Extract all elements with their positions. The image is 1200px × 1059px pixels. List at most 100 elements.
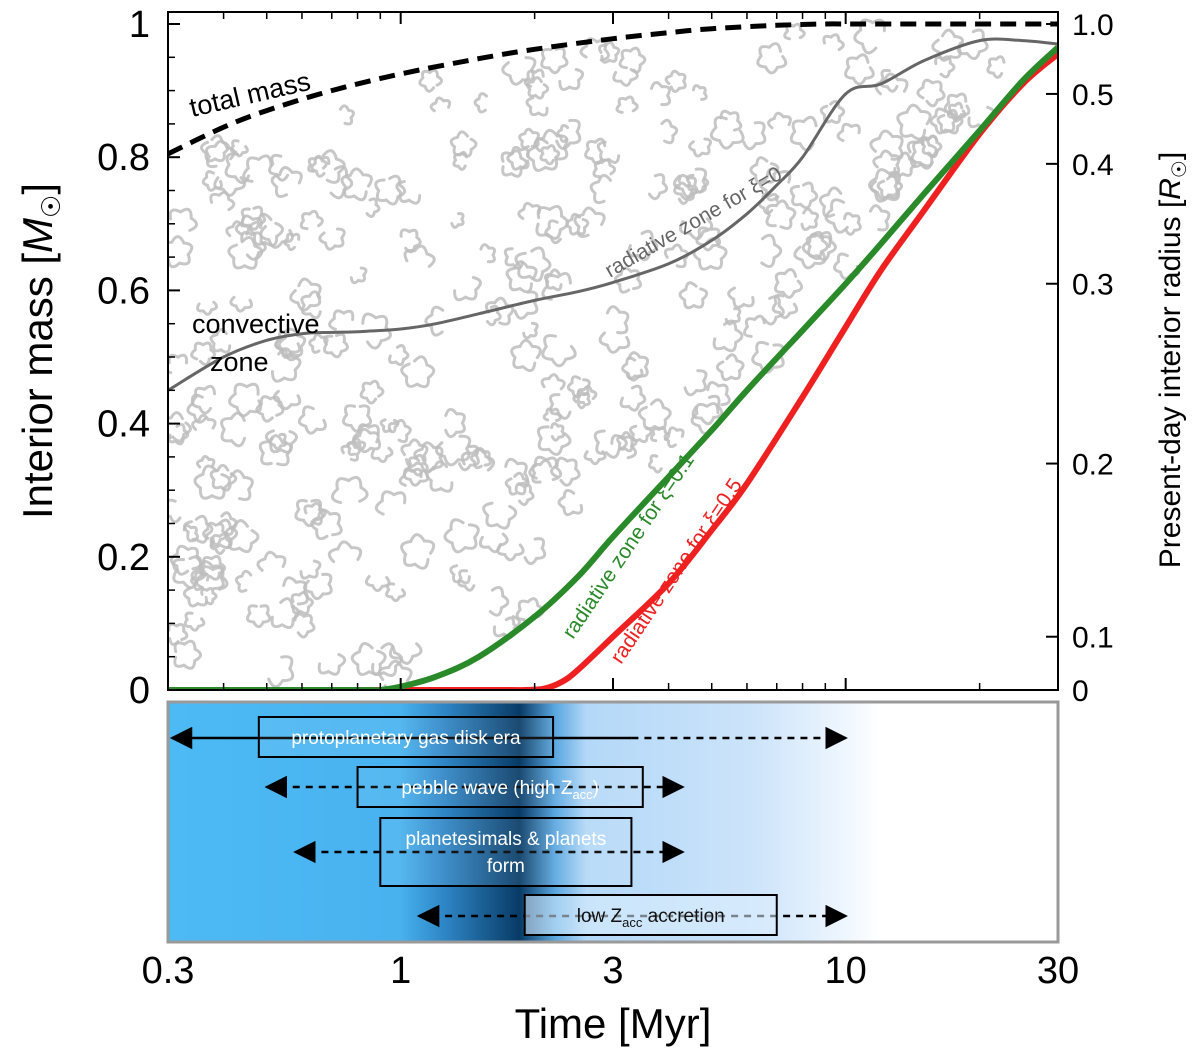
hatch-squiggle: [853, 18, 886, 55]
hatch-squiggle: [182, 586, 208, 608]
hatch-squiggle: [715, 353, 745, 382]
axis-ticks: 0.3 1 3 10 3000.20.40.60.8100.10.20.30.40.51…: [97, 4, 1114, 992]
hatch-squiggle: [566, 375, 591, 399]
hatch-squiggle: [549, 393, 572, 420]
y2-tick-label: 0: [1072, 675, 1089, 708]
hatch-squiggle: [535, 204, 570, 240]
hatch-squiggle: [425, 460, 454, 493]
hatch-squiggle: [540, 46, 569, 75]
hatch-squiggle: [758, 167, 792, 202]
timeline-panel: protoplanetary gas disk era pebble wave (…: [166, 700, 1060, 944]
hatch-squiggle: [268, 153, 290, 182]
timeline-frame: [166, 700, 1060, 944]
label-xi01: radiative zone for ξ=0.1: [558, 449, 699, 642]
hatch-squiggle: [555, 118, 582, 151]
hatch-squiggle: [424, 305, 445, 337]
hatch-squiggle: [359, 379, 385, 405]
hatch-squiggle: [916, 78, 946, 108]
hatch-squiggle: [504, 457, 529, 486]
y-tick-label: 0.6: [97, 270, 150, 312]
hatch-squiggle: [209, 463, 238, 492]
hatch-squiggle: [576, 385, 598, 404]
timeline-label: low Zacc accretion: [577, 906, 725, 930]
hatch-squiggle: [255, 395, 285, 423]
hatch-squiggle: [229, 469, 254, 502]
hatch-squiggle: [496, 543, 525, 562]
y-tick-label: 0: [129, 670, 150, 712]
hatch-squiggle: [683, 369, 708, 397]
hatch-squiggle: [388, 344, 410, 367]
hatch-squiggle: [506, 146, 530, 171]
hatch-squiggle: [228, 382, 263, 418]
hatch-squiggle: [349, 266, 368, 285]
y2-axis-title: Present-day interior radius [R☉]: [1154, 152, 1191, 568]
timeline-row: planetesimals & planets form: [293, 817, 685, 887]
hatch-squiggle: [168, 622, 189, 646]
hatch-squiggle: [936, 108, 964, 135]
hatch-squiggle: [647, 173, 669, 201]
hatch-squiggle: [946, 101, 967, 123]
hatch-squiggle: [676, 181, 695, 205]
timeline-label: form: [487, 856, 525, 877]
hatch-squiggle: [550, 456, 581, 487]
y-tick-label: 0.4: [97, 404, 150, 446]
hatch-squiggle: [488, 585, 510, 617]
hatch-squiggle: [444, 407, 466, 439]
hatch-squiggle: [199, 134, 230, 163]
hatch-squiggle: [773, 268, 804, 299]
hatch-squiggle: [822, 33, 845, 51]
hatch-squiggle: [663, 243, 690, 269]
x-tick-label: 1: [390, 950, 411, 992]
hatch-squiggle: [526, 76, 550, 100]
hatch-squiggle: [402, 468, 430, 487]
hatch-squiggle: [209, 328, 232, 354]
hatch-squiggle: [484, 296, 515, 326]
y2-tick-label: 0.5: [1072, 79, 1114, 112]
hatch-squiggle: [663, 426, 685, 449]
hatch-squiggle: [350, 642, 387, 676]
hatch-squiggle: [329, 165, 354, 200]
hatch-squiggle: [234, 214, 263, 236]
hatch-squiggle: [893, 151, 917, 178]
hatch-squiggle: [629, 424, 653, 444]
hatch-squiggle: [541, 271, 572, 301]
hatch-squiggle: [478, 532, 509, 554]
hatch-squiggle: [256, 550, 287, 572]
hatch-squiggle: [579, 37, 610, 62]
hatch-squiggle: [377, 659, 413, 690]
hatch-squiggle: [525, 96, 549, 117]
hatch-squiggle: [277, 327, 300, 362]
hatch-squiggle: [618, 46, 647, 74]
hatch-squiggle: [168, 411, 192, 443]
hatch-squiggle: [504, 471, 530, 496]
hatch-squiggle: [229, 139, 249, 158]
hatch-squiggle: [921, 134, 939, 158]
hatch-squiggle: [510, 338, 542, 373]
hatch-squiggle: [660, 118, 679, 145]
hatch-squiggle: [267, 655, 295, 689]
hatch-squiggle: [270, 166, 303, 198]
hatch-squiggle: [289, 277, 322, 312]
hatch-squiggle: [541, 334, 577, 368]
hatch-squiggle: [482, 501, 518, 530]
hatch-squiggle: [346, 437, 367, 457]
hatch-squiggle: [282, 576, 309, 606]
hatch-squiggle: [387, 418, 412, 444]
hatch-squiggle: [844, 53, 875, 86]
hatch-squiggle: [270, 347, 302, 383]
hatch-squiggle: [205, 139, 236, 169]
hatch-squiggle: [328, 309, 355, 331]
hatch-squiggle: [709, 115, 745, 150]
hatch-squiggle: [531, 459, 553, 484]
hatch-squiggle: [501, 56, 537, 86]
hatch-squiggle: [869, 174, 900, 201]
series-xi0-line: [168, 37, 1058, 392]
label-zone: zone: [210, 347, 269, 377]
hatch-squiggle: [691, 394, 724, 426]
hatch-squiggle: [299, 559, 322, 580]
hatch-squiggle: [592, 158, 617, 179]
hatch-squiggle: [327, 540, 363, 564]
hatch-squiggle: [613, 266, 643, 294]
hatch-squiggle: [619, 384, 647, 412]
hatch-squiggle: [583, 450, 607, 466]
